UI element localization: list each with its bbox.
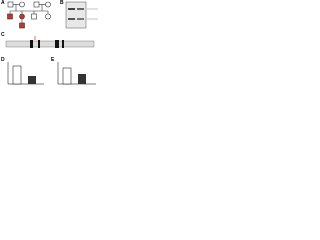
- blot-band: [68, 18, 75, 20]
- pedigree: [7, 1, 51, 29]
- gene-bar: [5, 40, 95, 48]
- blot-image: [65, 1, 87, 29]
- female-symbol: [45, 13, 51, 20]
- male-symbol: [31, 13, 37, 20]
- panel-label: E: [51, 57, 55, 63]
- female-symbol: [45, 1, 51, 8]
- bar: [12, 65, 22, 85]
- affected-male: [7, 13, 13, 20]
- panel-label: A: [1, 0, 5, 6]
- affected-female: [19, 13, 25, 20]
- male-symbol: [7, 1, 14, 8]
- panel-label: D: [1, 57, 5, 63]
- blot-band: [77, 18, 84, 20]
- bar: [78, 74, 86, 84]
- exon: [55, 40, 59, 48]
- bar: [28, 76, 36, 84]
- affected-male: [19, 22, 25, 29]
- exon: [30, 40, 33, 48]
- bar: [62, 67, 72, 85]
- blot-band: [68, 8, 75, 10]
- female-symbol: [19, 1, 25, 8]
- male-symbol: [33, 1, 40, 8]
- panel-label: C: [1, 32, 5, 38]
- figure: A B C D E: [1, 0, 98, 85]
- exon: [62, 40, 64, 48]
- panel-label: B: [60, 0, 64, 6]
- blot-band: [77, 8, 84, 10]
- exon: [38, 40, 40, 48]
